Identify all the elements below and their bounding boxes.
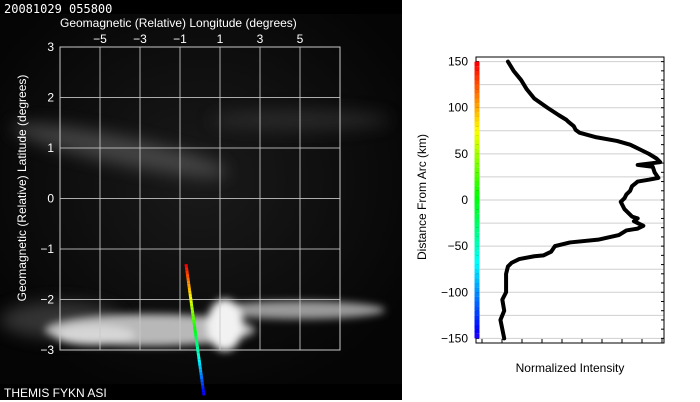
- y-axis-title: Geomagnetic (Relative) Latitude (degrees…: [15, 75, 29, 302]
- y-tick-label: 2: [47, 91, 54, 105]
- x-tick-label: 3: [257, 32, 264, 46]
- x-tick-label: −1: [173, 32, 187, 46]
- y-tick-label: −50: [448, 239, 469, 253]
- y-tick-label: −100: [441, 285, 468, 299]
- timestamp-label: 20081029 055800: [4, 0, 112, 18]
- all-sky-image-chart: −5 −3 −1 1 3 5 3 2 1 0 −1 −2 −3 Geomagnetic (Relative…: [0, 0, 402, 400]
- y-tick-label: −2: [40, 293, 54, 307]
- y-tick-label: 50: [455, 147, 469, 161]
- y-tick-label: −150: [441, 331, 468, 345]
- x-axis-title: Normalized Intensity: [516, 361, 625, 375]
- x-tick-label: −5: [93, 32, 107, 46]
- y-tick-label: −1: [40, 242, 54, 256]
- y-tick-label: 0: [461, 193, 468, 207]
- y-tick-label: 1: [47, 141, 54, 155]
- x-tick-label: 5: [297, 32, 304, 46]
- x-tick-label: −3: [133, 32, 147, 46]
- y-axis-title: Distance From Arc (km): [415, 134, 429, 260]
- y-tick-label: −3: [40, 343, 54, 357]
- instrument-label: THEMIS FYKN ASI: [4, 384, 107, 402]
- y-tick-label: 150: [448, 55, 468, 69]
- y-tick-label: 3: [47, 40, 54, 54]
- y-tick-label: 100: [448, 101, 468, 115]
- x-tick-label: 1: [217, 32, 224, 46]
- y-tick-label: 0: [47, 192, 54, 206]
- intensity-profile-chart: 150 100 50 0 −50 −100 −150 Normalized Intensity…: [402, 0, 700, 400]
- x-axis-title: Geomagnetic (Relative) Longitude (degree…: [60, 16, 297, 30]
